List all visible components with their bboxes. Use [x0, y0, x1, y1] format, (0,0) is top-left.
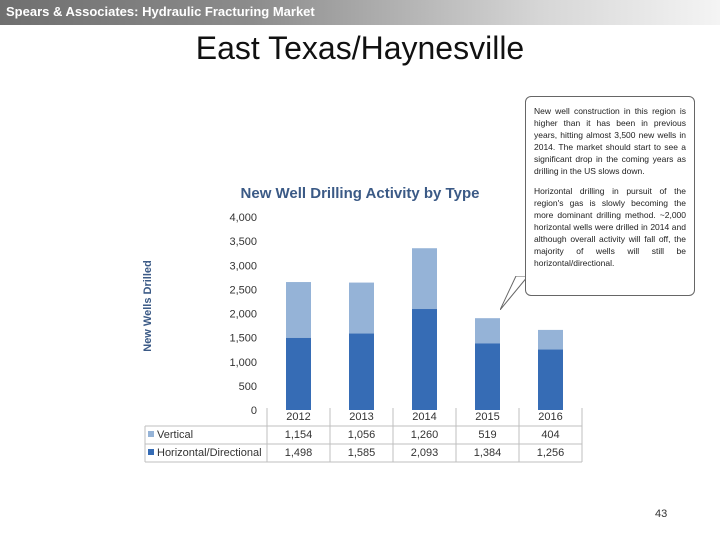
data-label-horizontal-directional: 1,498: [285, 447, 313, 459]
callout-paragraph-2: Horizontal drilling in pursuit of the re…: [534, 186, 686, 268]
category-label: 2015: [475, 411, 499, 423]
category-label: 2012: [286, 411, 310, 423]
bar-vertical: [349, 282, 374, 334]
slide-title: East Texas/Haynesville: [195, 30, 525, 66]
header-bar: Spears & Associates: Hydraulic Fracturin…: [0, 0, 720, 25]
callout-box: New well construction in this region is …: [525, 96, 695, 296]
legend-key-horizontal-directional: [148, 449, 154, 455]
callout-paragraph-1: New well construction in this region is …: [534, 106, 686, 176]
data-label-horizontal-directional: 1,384: [474, 447, 502, 459]
data-label-vertical: 1,056: [348, 429, 376, 441]
data-label-vertical: 1,260: [411, 429, 439, 441]
legend-label-horizontal-directional: Horizontal/Directional: [157, 447, 262, 459]
y-tick-label: 1,000: [229, 357, 257, 369]
legend-label-vertical: Vertical: [157, 429, 193, 441]
y-tick-label: 0: [251, 405, 257, 417]
y-tick-label: 3,000: [229, 260, 257, 272]
callout-tail: [500, 276, 529, 310]
bar-vertical: [286, 282, 311, 338]
bar-horizontal-directional: [475, 343, 500, 410]
header-text: Spears & Associates: Hydraulic Fracturin…: [6, 4, 315, 19]
chart-title: New Well Drilling Activity by Type: [240, 185, 480, 202]
y-tick-label: 3,500: [229, 236, 257, 248]
page-number: 43: [655, 508, 668, 520]
bar-vertical: [412, 248, 437, 310]
bar-vertical: [538, 329, 563, 350]
bar-vertical: [475, 318, 500, 344]
data-label-horizontal-directional: 2,093: [411, 447, 439, 459]
legend-key-vertical: [148, 431, 154, 437]
y-tick-label: 1,500: [229, 333, 257, 345]
category-label: 2013: [349, 411, 373, 423]
category-label: 2014: [412, 411, 436, 423]
bar-horizontal-directional: [286, 337, 311, 410]
y-tick-label: 4,000: [229, 212, 257, 224]
bar-horizontal-directional: [349, 333, 374, 410]
bar-horizontal-directional: [412, 309, 437, 410]
bar-horizontal-directional: [538, 349, 563, 410]
data-label-vertical: 404: [541, 429, 559, 441]
data-label-vertical: 519: [478, 429, 496, 441]
category-label: 2016: [538, 411, 562, 423]
data-label-horizontal-directional: 1,256: [537, 447, 565, 459]
y-tick-label: 2,000: [229, 309, 257, 321]
data-label-horizontal-directional: 1,585: [348, 447, 376, 459]
y-tick-label: 500: [239, 381, 257, 393]
data-label-vertical: 1,154: [285, 429, 313, 441]
y-tick-label: 2,500: [229, 284, 257, 296]
